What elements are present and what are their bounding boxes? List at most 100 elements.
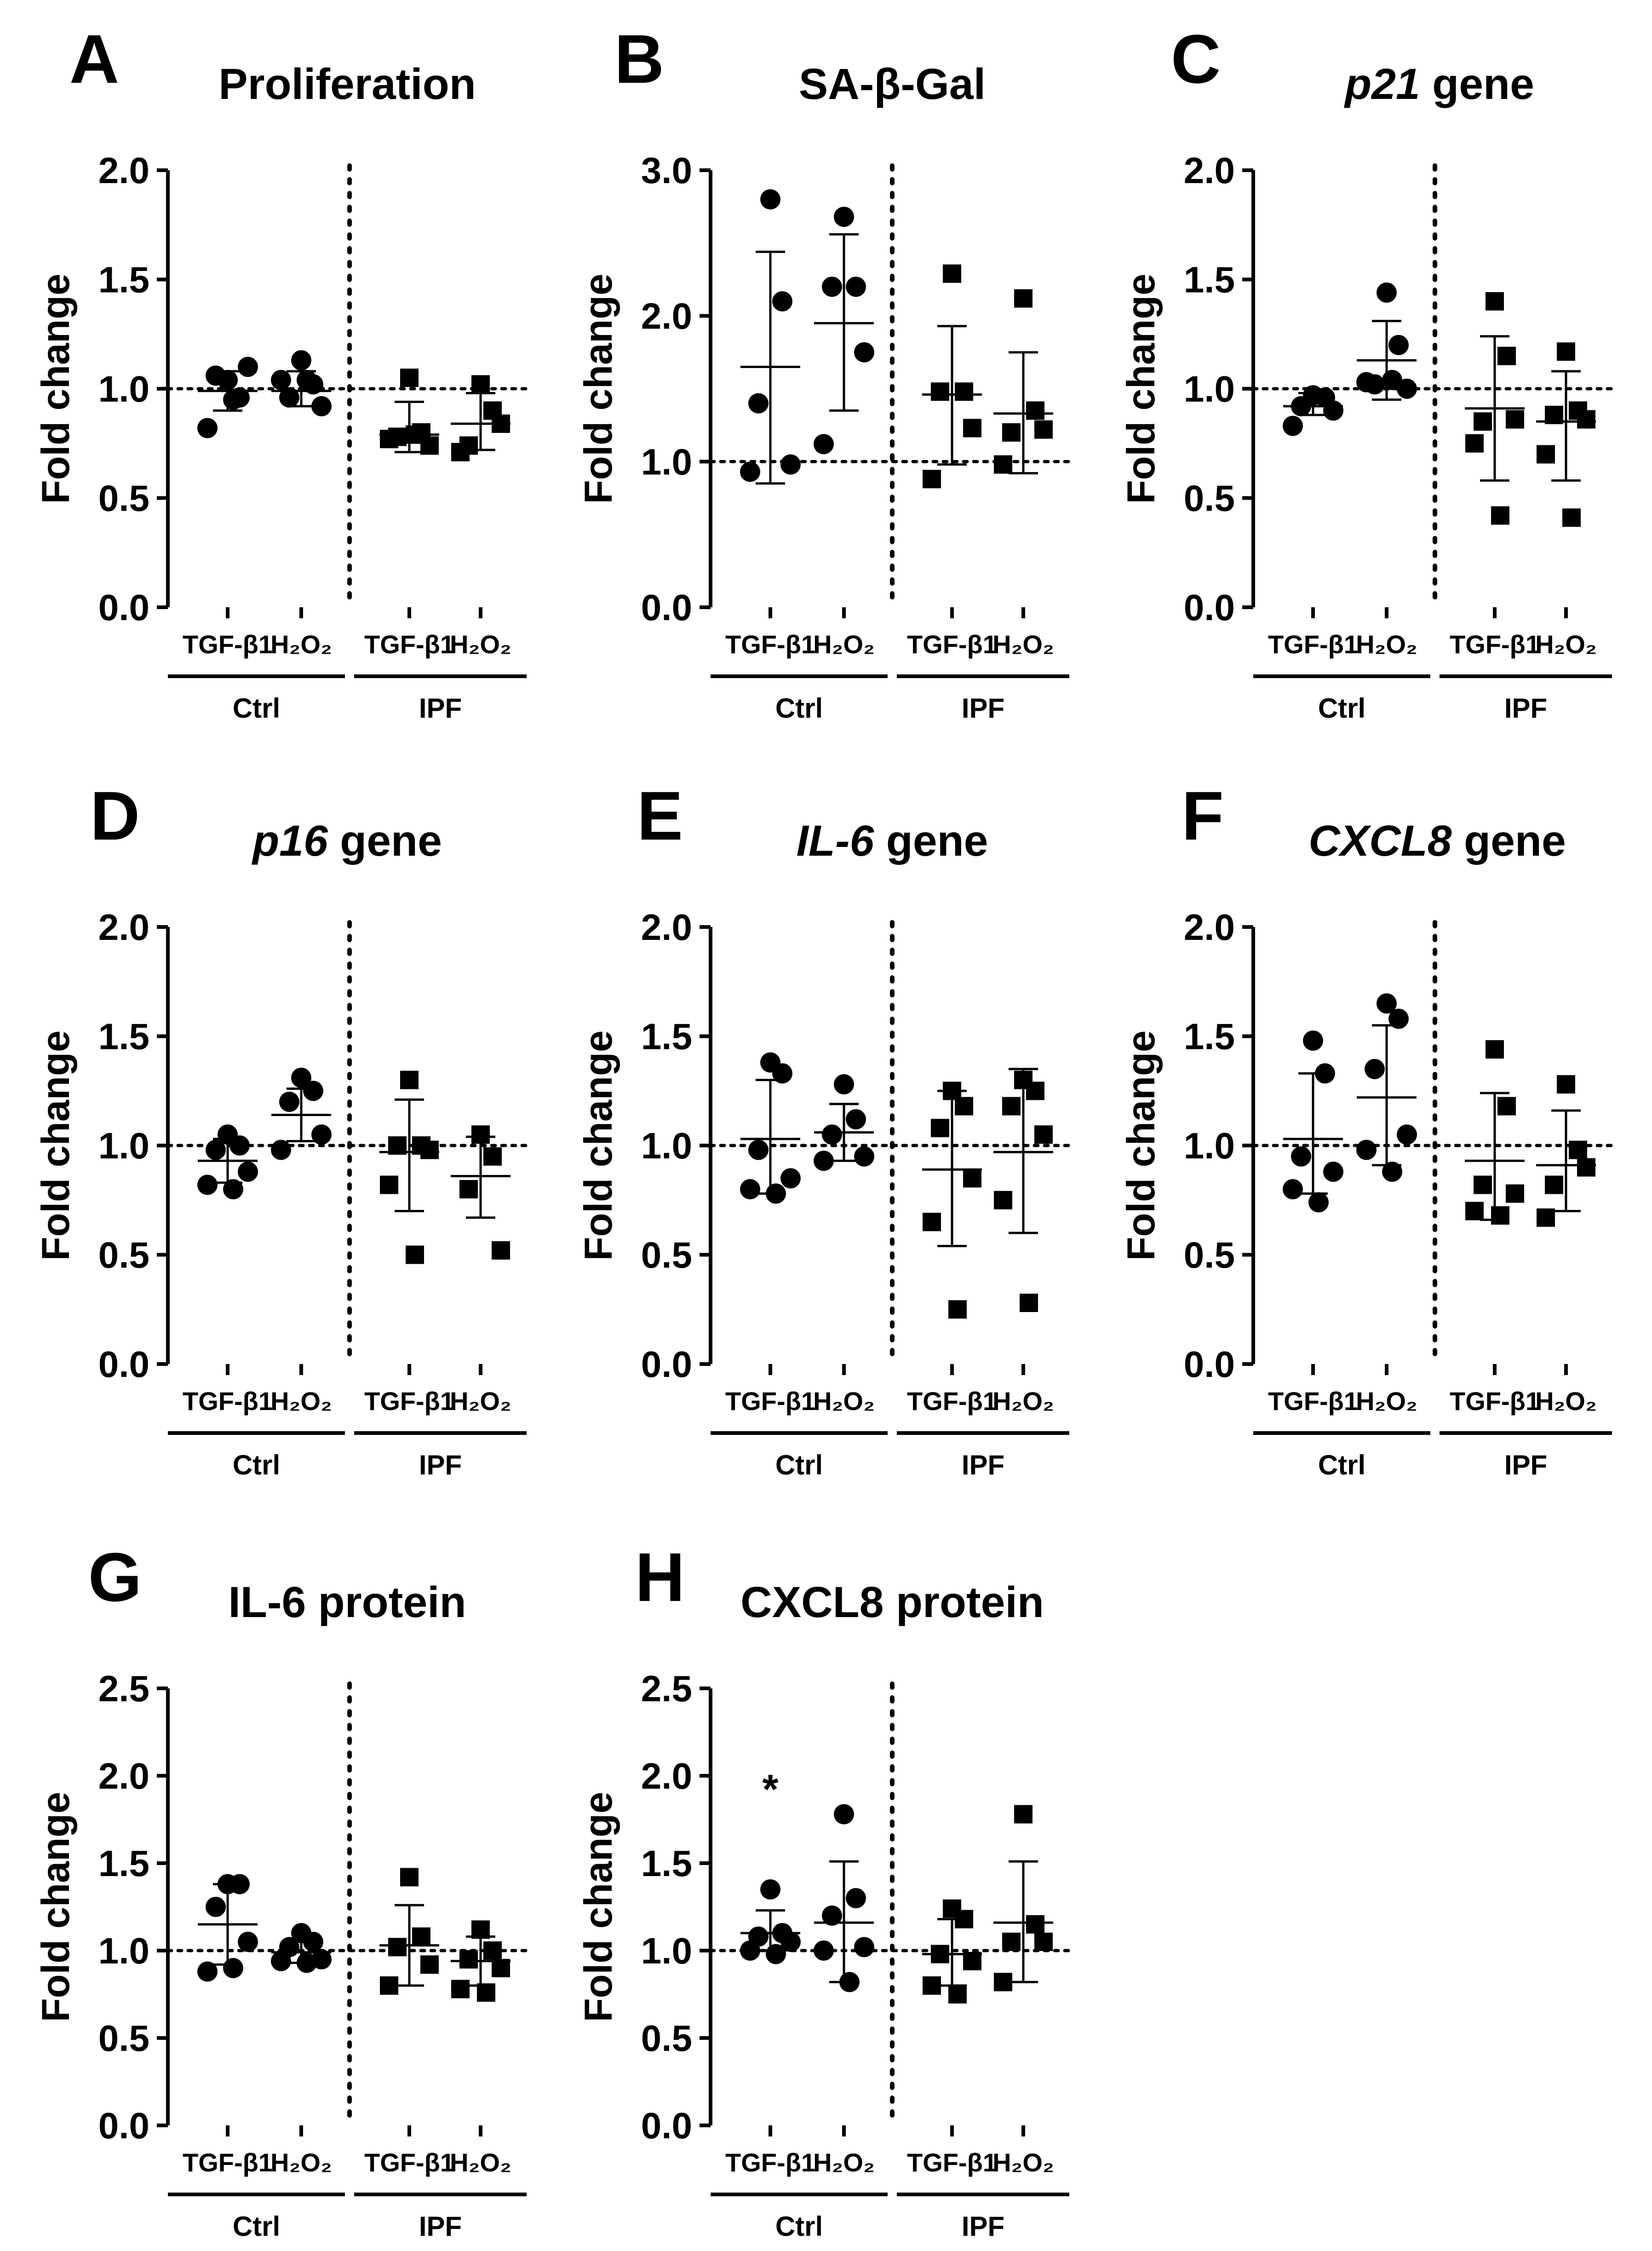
panel-c-group-label: IPF <box>1504 693 1547 724</box>
panel-f-y-tick-label: 0.0 <box>1184 1344 1235 1385</box>
data-point <box>206 1140 226 1160</box>
panel-e-title-rest: gene <box>874 817 988 865</box>
data-point <box>1323 400 1343 421</box>
panel-a-title-rest: Proliferation <box>218 60 476 109</box>
data-point <box>1356 372 1377 392</box>
panel-h-y-tick-label: 1.5 <box>641 1843 692 1884</box>
data-point <box>1577 1158 1595 1177</box>
panel-c-x-tick-label: H₂O₂ <box>1535 630 1597 659</box>
panel-f-y-tick-label: 1.5 <box>1184 1016 1235 1057</box>
panel-h-letter: H <box>635 1538 685 1616</box>
data-point <box>271 370 291 390</box>
panel-a-x-tick-label: TGF-β1 <box>364 630 454 659</box>
panel-d-y-axis-label: Fold change <box>34 1031 78 1261</box>
panel-e-letter: E <box>637 777 683 854</box>
data-point <box>1034 1933 1053 1951</box>
data-point <box>197 1961 218 1982</box>
panel-h-group-label: IPF <box>962 2211 1004 2242</box>
panel-f-group-label: Ctrl <box>1318 1450 1365 1480</box>
data-point <box>451 1980 470 1998</box>
panel-c-group-label: Ctrl <box>1318 693 1365 724</box>
data-point <box>1491 506 1509 525</box>
data-point <box>1497 1097 1516 1116</box>
data-point <box>471 375 490 394</box>
data-point <box>1562 508 1581 527</box>
data-point <box>1474 412 1492 431</box>
panel-f-letter: F <box>1182 777 1224 854</box>
panel-e-y-tick-label: 2.0 <box>641 907 692 948</box>
data-point <box>271 1140 291 1160</box>
data-point <box>1034 420 1053 439</box>
data-point <box>420 1140 439 1159</box>
data-point <box>459 1180 478 1198</box>
data-point <box>400 1071 419 1089</box>
panel-c-y-tick-label: 1.5 <box>1184 259 1235 300</box>
panel-e-x-tick-label: H₂O₂ <box>813 1387 875 1416</box>
panel-b-y-axis-label: Fold change <box>577 274 620 504</box>
panel-f-title: CXCL8 gene <box>1308 817 1566 865</box>
panel-f-x-tick-label: H₂O₂ <box>1356 1387 1417 1416</box>
panel-h-x-tick-label: H₂O₂ <box>813 2148 875 2177</box>
panel-h-title-rest: CXCL8 protein <box>740 1578 1044 1627</box>
panel-a-y-axis-label: Fold change <box>34 274 78 504</box>
panel-d-y-tick-label: 0.5 <box>98 1235 149 1276</box>
data-point <box>279 1092 299 1112</box>
data-point <box>931 382 949 401</box>
panel-d-group-label: IPF <box>419 1450 462 1480</box>
panel-b-x-tick-label: H₂O₂ <box>992 630 1054 659</box>
panel-e-title: IL-6 gene <box>796 817 988 865</box>
data-point <box>923 1213 941 1232</box>
data-point <box>854 1146 874 1167</box>
data-point <box>931 1119 949 1137</box>
data-point <box>197 1174 218 1195</box>
data-point <box>772 291 792 311</box>
panel-a-title: Proliferation <box>218 60 476 109</box>
data-point <box>1545 1175 1563 1194</box>
data-point <box>380 1175 398 1194</box>
data-point <box>1014 289 1032 308</box>
data-point <box>206 365 226 386</box>
data-point <box>822 1906 842 1926</box>
panel-g-x-tick-label: H₂O₂ <box>270 2148 332 2177</box>
panel-f-y-tick-label: 2.0 <box>1184 907 1235 948</box>
panel-b-x-tick-label: TGF-β1 <box>907 630 997 659</box>
data-point <box>994 455 1012 474</box>
data-point <box>963 419 981 438</box>
data-point <box>846 276 866 297</box>
data-point <box>400 1868 419 1887</box>
panel-g-y-tick-label: 2.0 <box>98 1756 149 1796</box>
panel-d-y-tick-label: 2.0 <box>98 907 149 948</box>
data-point <box>271 1951 291 1971</box>
panel-h-y-tick-label: 0.0 <box>641 2105 692 2146</box>
panel-a-x-tick-label: TGF-β1 <box>183 630 273 659</box>
data-point <box>1034 1125 1053 1144</box>
data-point <box>780 1168 801 1189</box>
data-point <box>1002 1097 1021 1116</box>
data-point <box>854 1937 874 1957</box>
data-point <box>740 461 760 482</box>
data-point <box>412 1927 430 1946</box>
data-point <box>1020 1294 1038 1312</box>
panel-c-title-italic: p21 <box>1343 60 1420 109</box>
data-point <box>388 1938 407 1957</box>
panel-b-title-rest: SA-β-Gal <box>799 60 986 109</box>
data-point <box>1397 1124 1417 1145</box>
data-point <box>1388 1008 1409 1029</box>
panel-b: B SA-β-Gal 0.0 1.0 2.0 3.0 Fold change TGF-β1… <box>577 20 1071 724</box>
panel-e-y-tick-label: 0.5 <box>641 1235 692 1276</box>
data-point <box>1356 1140 1377 1160</box>
data-point <box>772 1063 792 1084</box>
data-point <box>1486 292 1504 311</box>
data-point <box>1377 993 1397 1014</box>
panel-f-y-axis-label: Fold change <box>1119 1031 1163 1261</box>
panel-a-group-label: Ctrl <box>233 693 280 724</box>
panel-c: C p21 gene 0.0 0.5 1.0 1.5 2.0 Fold change TGF… <box>1119 20 1614 724</box>
data-point <box>1377 282 1397 303</box>
data-point <box>206 1897 226 1917</box>
data-point <box>1557 342 1575 361</box>
panel-a-y-tick-label: 0.5 <box>98 478 149 519</box>
panel-h-y-tick-label: 0.5 <box>641 2018 692 2059</box>
data-point <box>1388 335 1409 355</box>
panel-h-x-tick-label: H₂O₂ <box>992 2148 1054 2177</box>
panel-h: H CXCL8 protein 0.0 0.5 1.0 1.5 2.0 2.5 Fold c… <box>577 1538 1071 2242</box>
